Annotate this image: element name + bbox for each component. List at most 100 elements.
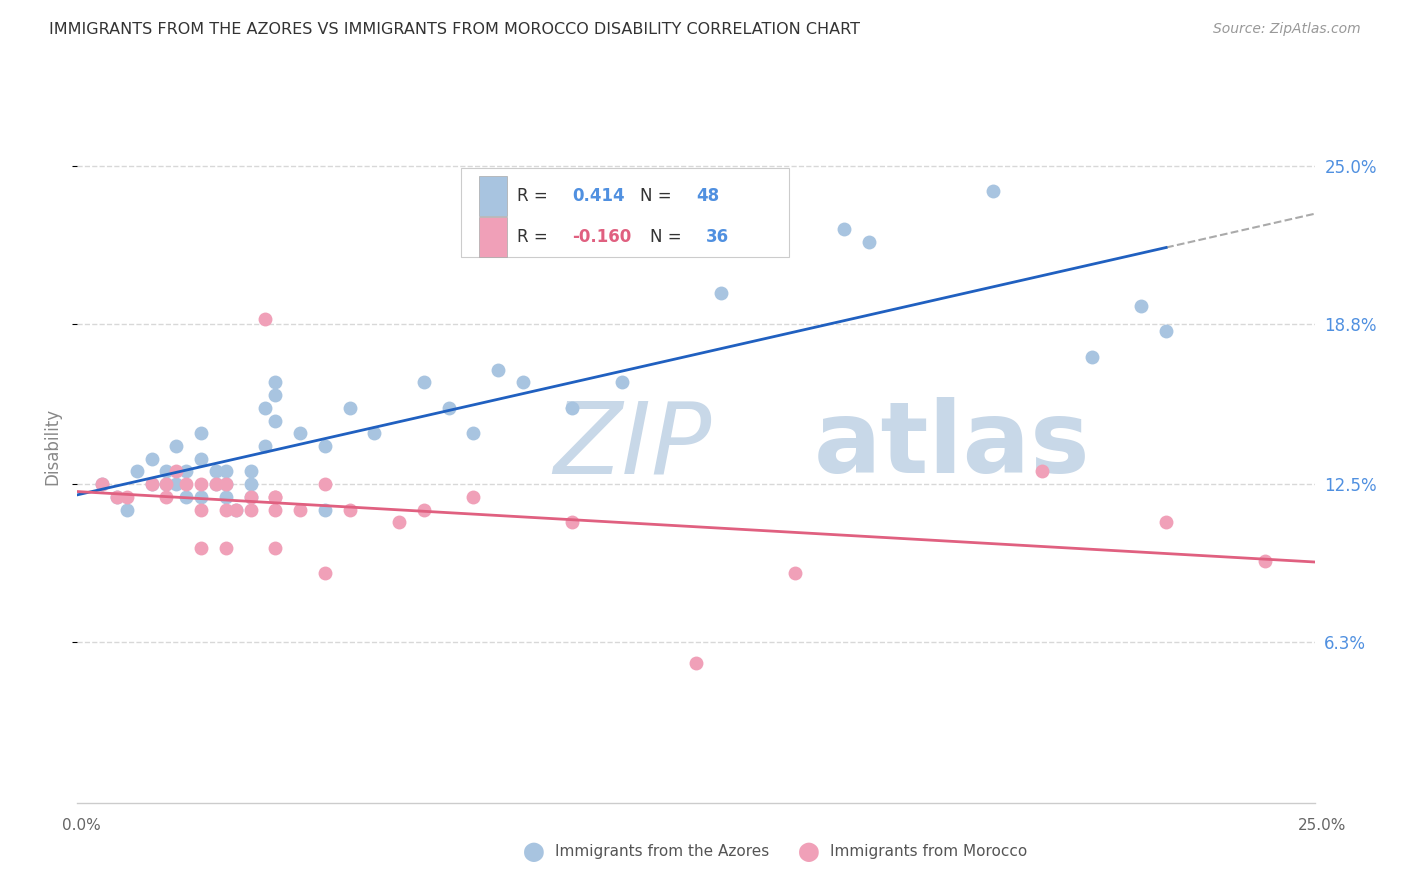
Point: [1130, 299, 1153, 313]
Point: [190, 502, 212, 516]
Point: [783, 566, 806, 581]
Point: [288, 426, 311, 441]
Point: [155, 477, 177, 491]
Point: [165, 477, 187, 491]
Point: [339, 401, 361, 415]
Point: [981, 184, 1004, 198]
Point: [141, 477, 163, 491]
Point: [264, 490, 287, 504]
Point: [190, 490, 212, 504]
Point: [1154, 324, 1177, 338]
Y-axis label: Disability: Disability: [44, 408, 62, 484]
Point: [239, 477, 262, 491]
Point: [165, 465, 187, 479]
Point: [254, 401, 277, 415]
Text: ⬤: ⬤: [523, 842, 546, 862]
Point: [264, 490, 287, 504]
Text: 0.414: 0.414: [572, 187, 624, 205]
Point: [1081, 350, 1104, 364]
Text: N =: N =: [640, 187, 678, 205]
Point: [1031, 465, 1053, 479]
Text: Immigrants from Morocco: Immigrants from Morocco: [830, 845, 1026, 859]
Point: [314, 566, 336, 581]
Text: 36: 36: [706, 228, 728, 246]
Point: [685, 656, 707, 670]
Point: [155, 465, 177, 479]
Point: [254, 311, 277, 326]
Point: [561, 401, 583, 415]
Text: 48: 48: [696, 187, 718, 205]
Point: [115, 502, 138, 516]
Point: [125, 465, 148, 479]
Point: [155, 477, 177, 491]
Point: [91, 477, 114, 491]
Point: [288, 502, 311, 516]
Point: [264, 388, 287, 402]
Point: [610, 376, 633, 390]
Point: [165, 439, 187, 453]
Point: [388, 516, 411, 530]
Point: [239, 490, 262, 504]
Text: 25.0%: 25.0%: [1298, 818, 1346, 832]
Text: Source: ZipAtlas.com: Source: ZipAtlas.com: [1213, 22, 1361, 37]
Point: [190, 477, 212, 491]
Text: IMMIGRANTS FROM THE AZORES VS IMMIGRANTS FROM MOROCCO DISABILITY CORRELATION CHA: IMMIGRANTS FROM THE AZORES VS IMMIGRANTS…: [49, 22, 860, 37]
Point: [858, 235, 880, 249]
Point: [215, 477, 238, 491]
Point: [264, 502, 287, 516]
Point: [834, 222, 856, 236]
Text: R =: R =: [516, 228, 553, 246]
Point: [155, 490, 177, 504]
Point: [205, 477, 228, 491]
Point: [412, 502, 434, 516]
Point: [463, 490, 485, 504]
Point: [215, 465, 238, 479]
Point: [239, 465, 262, 479]
Point: [437, 401, 460, 415]
Point: [141, 477, 163, 491]
Point: [239, 490, 262, 504]
FancyBboxPatch shape: [461, 168, 789, 257]
Point: [1154, 516, 1177, 530]
Point: [363, 426, 385, 441]
Text: ⬤: ⬤: [797, 842, 820, 862]
Point: [314, 477, 336, 491]
Text: N =: N =: [650, 228, 688, 246]
Point: [205, 465, 228, 479]
Point: [239, 502, 262, 516]
Point: [205, 477, 228, 491]
Point: [412, 376, 434, 390]
Point: [463, 426, 485, 441]
Point: [1254, 554, 1277, 568]
Point: [91, 477, 114, 491]
Point: [225, 502, 247, 516]
Point: [190, 426, 212, 441]
Point: [215, 477, 238, 491]
Point: [174, 465, 197, 479]
Point: [115, 490, 138, 504]
Point: [215, 541, 238, 555]
Bar: [479, 218, 506, 257]
Point: [512, 376, 534, 390]
Point: [105, 490, 128, 504]
Text: R =: R =: [516, 187, 553, 205]
Text: atlas: atlas: [814, 398, 1090, 494]
Point: [105, 490, 128, 504]
Point: [264, 541, 287, 555]
Bar: [479, 177, 506, 216]
Point: [190, 451, 212, 466]
Point: [264, 376, 287, 390]
Text: Immigrants from the Azores: Immigrants from the Azores: [555, 845, 769, 859]
Point: [215, 502, 238, 516]
Point: [141, 451, 163, 466]
Point: [190, 541, 212, 555]
Point: [339, 502, 361, 516]
Point: [174, 477, 197, 491]
Point: [710, 286, 733, 301]
Text: -0.160: -0.160: [572, 228, 631, 246]
Point: [174, 490, 197, 504]
Text: ZIP: ZIP: [554, 398, 711, 494]
Point: [264, 413, 287, 427]
Point: [314, 502, 336, 516]
Point: [486, 362, 509, 376]
